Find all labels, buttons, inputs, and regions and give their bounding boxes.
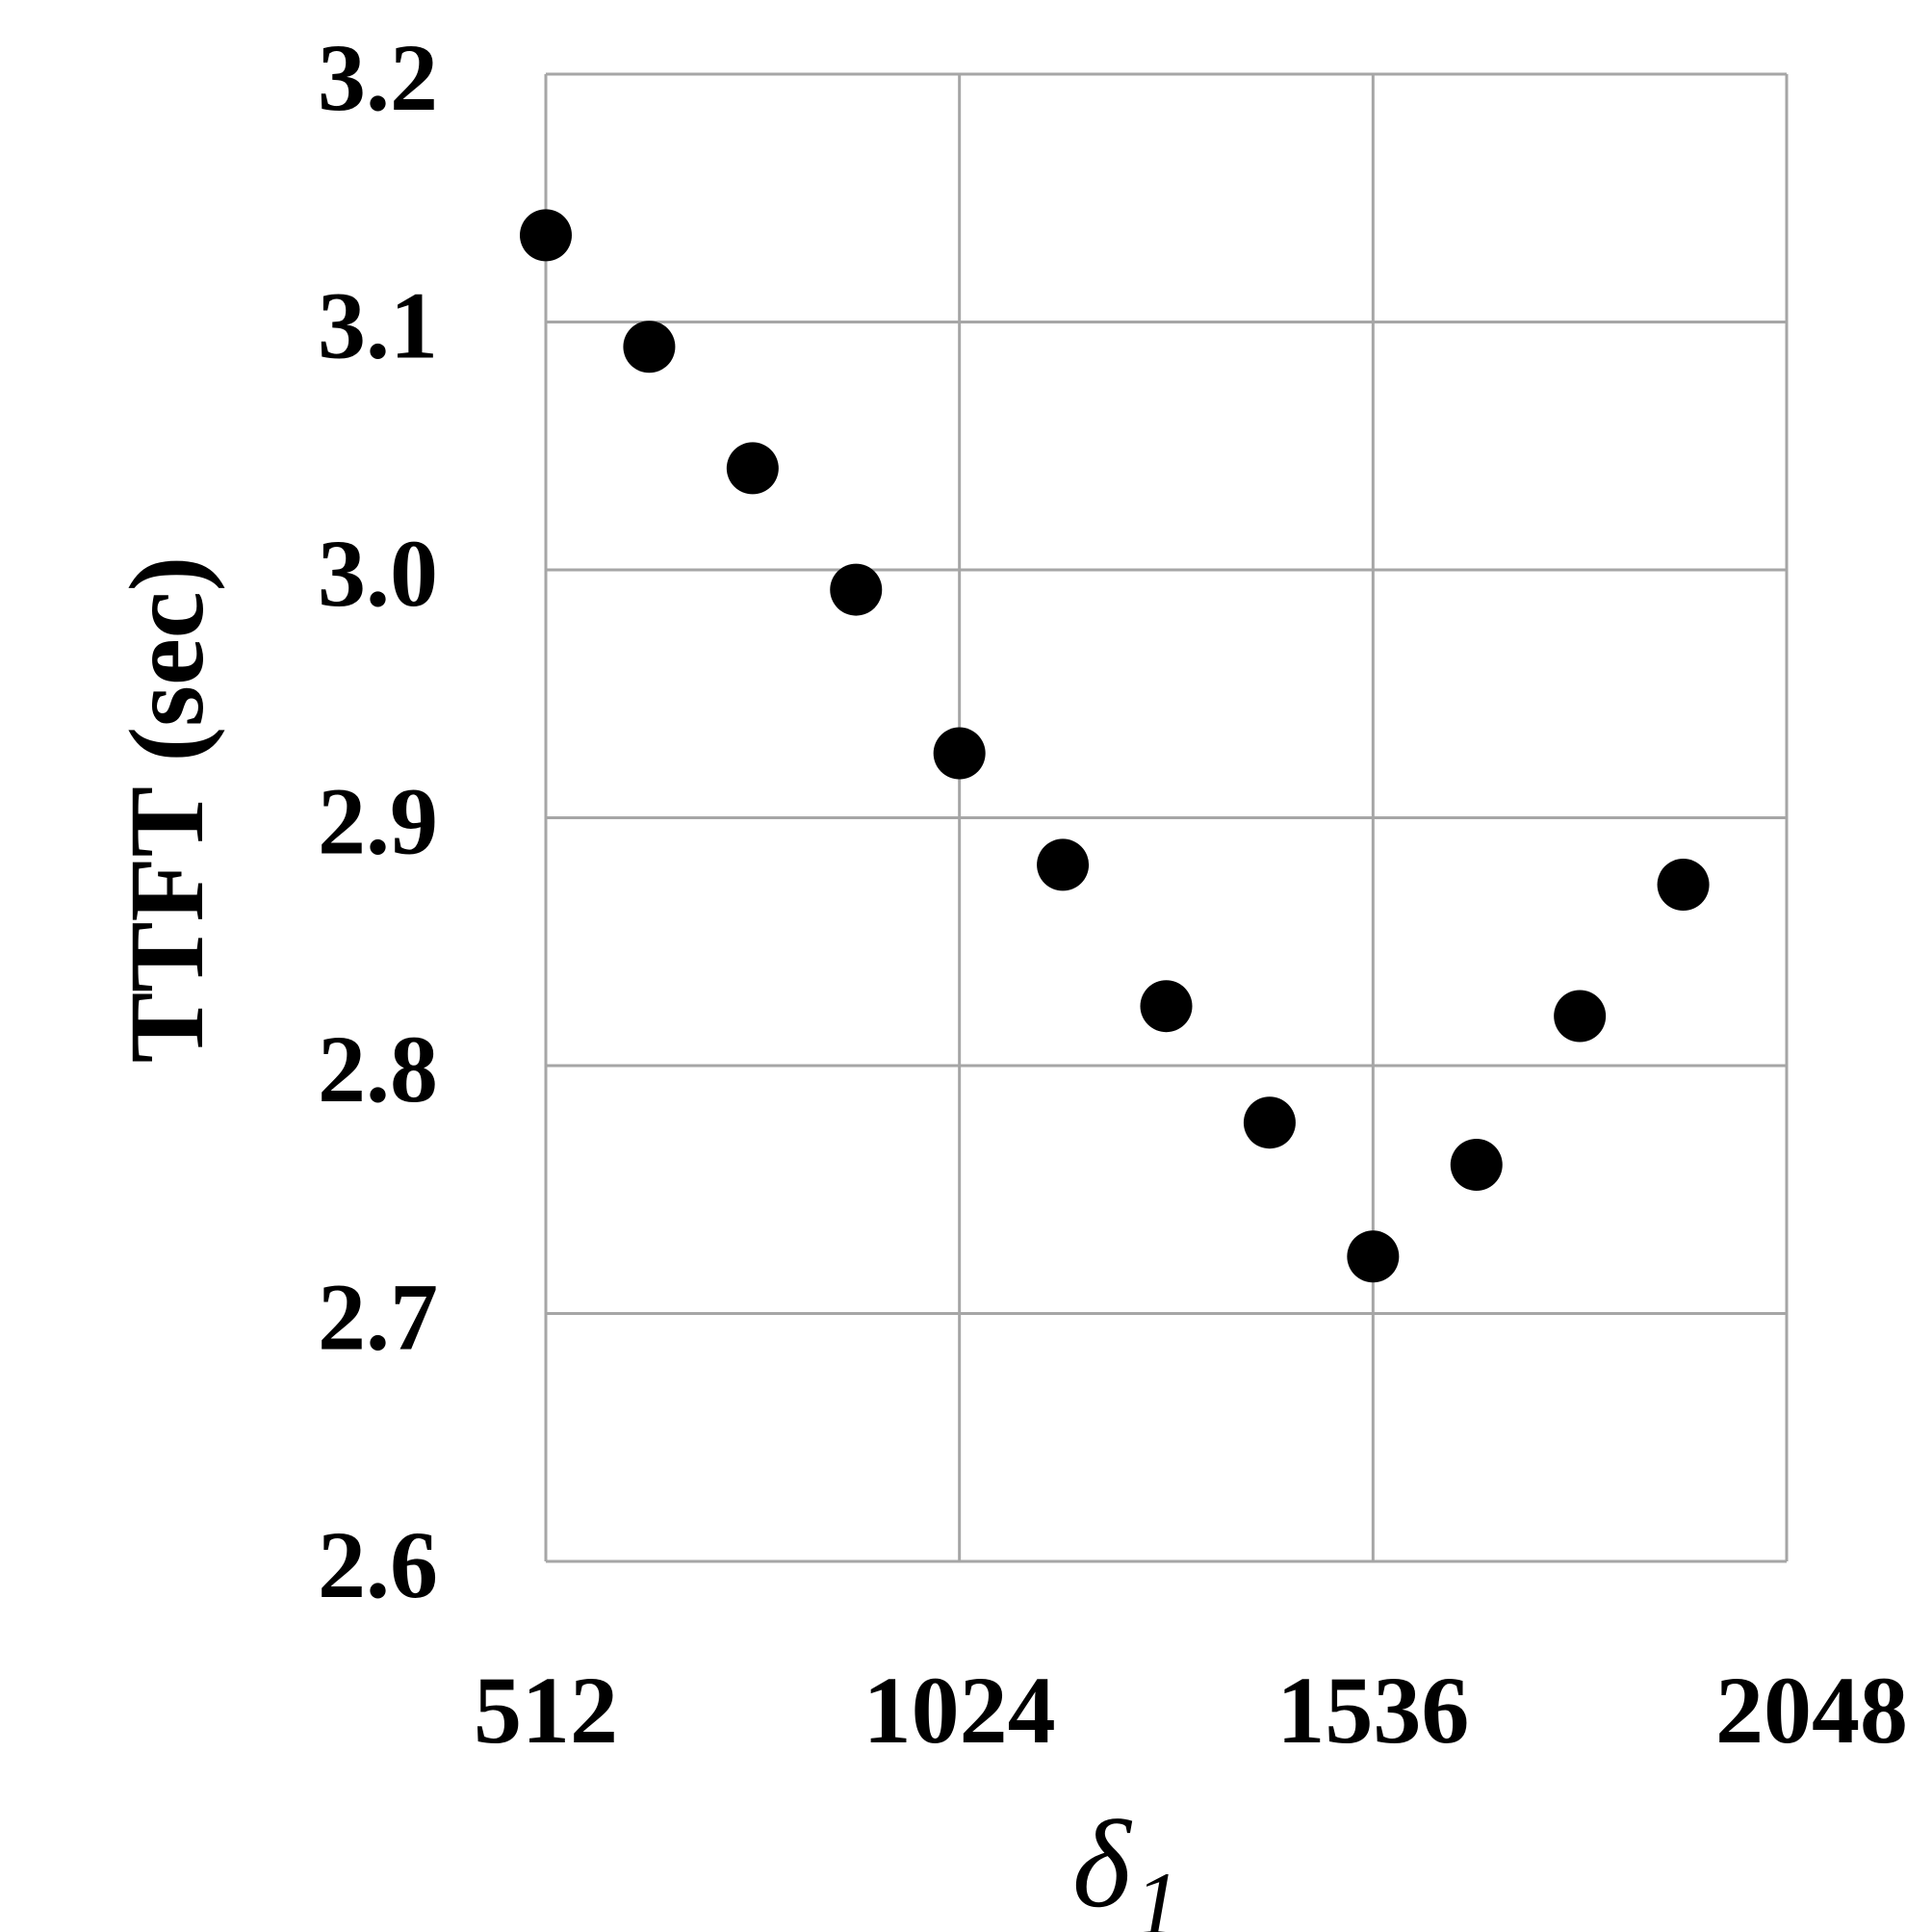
data-point [1140, 980, 1193, 1033]
y-tick-label: 3.0 [318, 520, 438, 627]
x-tick-label: 1536 [1276, 1657, 1469, 1764]
x-axis-label-symbol: δ [1072, 1795, 1133, 1932]
x-tick-labels: 512 1024 1536 2048 [474, 1657, 1908, 1764]
data-points [520, 209, 1710, 1283]
y-tick-label: 2.6 [318, 1511, 438, 1618]
y-tick-label: 2.9 [318, 768, 438, 875]
x-tick-label: 2048 [1715, 1657, 1908, 1764]
x-tick-label: 1024 [863, 1657, 1056, 1764]
data-point [520, 209, 572, 262]
data-point [623, 321, 676, 374]
y-tick-label: 2.8 [318, 1016, 438, 1122]
x-tick-label: 512 [474, 1657, 618, 1764]
y-axis-label: TTFT (sec) [108, 556, 225, 1064]
x-axis-label-subscript: 1 [1134, 1853, 1180, 1932]
grid-lines [544, 72, 1789, 1563]
y-tick-label: 3.2 [318, 24, 438, 131]
data-point [1554, 990, 1607, 1043]
data-point [830, 563, 883, 616]
data-point [1450, 1139, 1503, 1191]
data-point [726, 442, 779, 495]
data-point [1347, 1230, 1400, 1283]
data-point [933, 727, 986, 780]
x-axis-label: δ1 [1072, 1795, 1180, 1932]
data-point [1657, 859, 1710, 912]
y-tick-labels: 2.6 2.7 2.8 2.9 3.0 3.1 3.2 [318, 24, 438, 1618]
data-point [1243, 1096, 1296, 1149]
y-tick-label: 3.1 [318, 272, 438, 379]
y-tick-label: 2.7 [318, 1264, 438, 1371]
data-point [1037, 838, 1090, 891]
